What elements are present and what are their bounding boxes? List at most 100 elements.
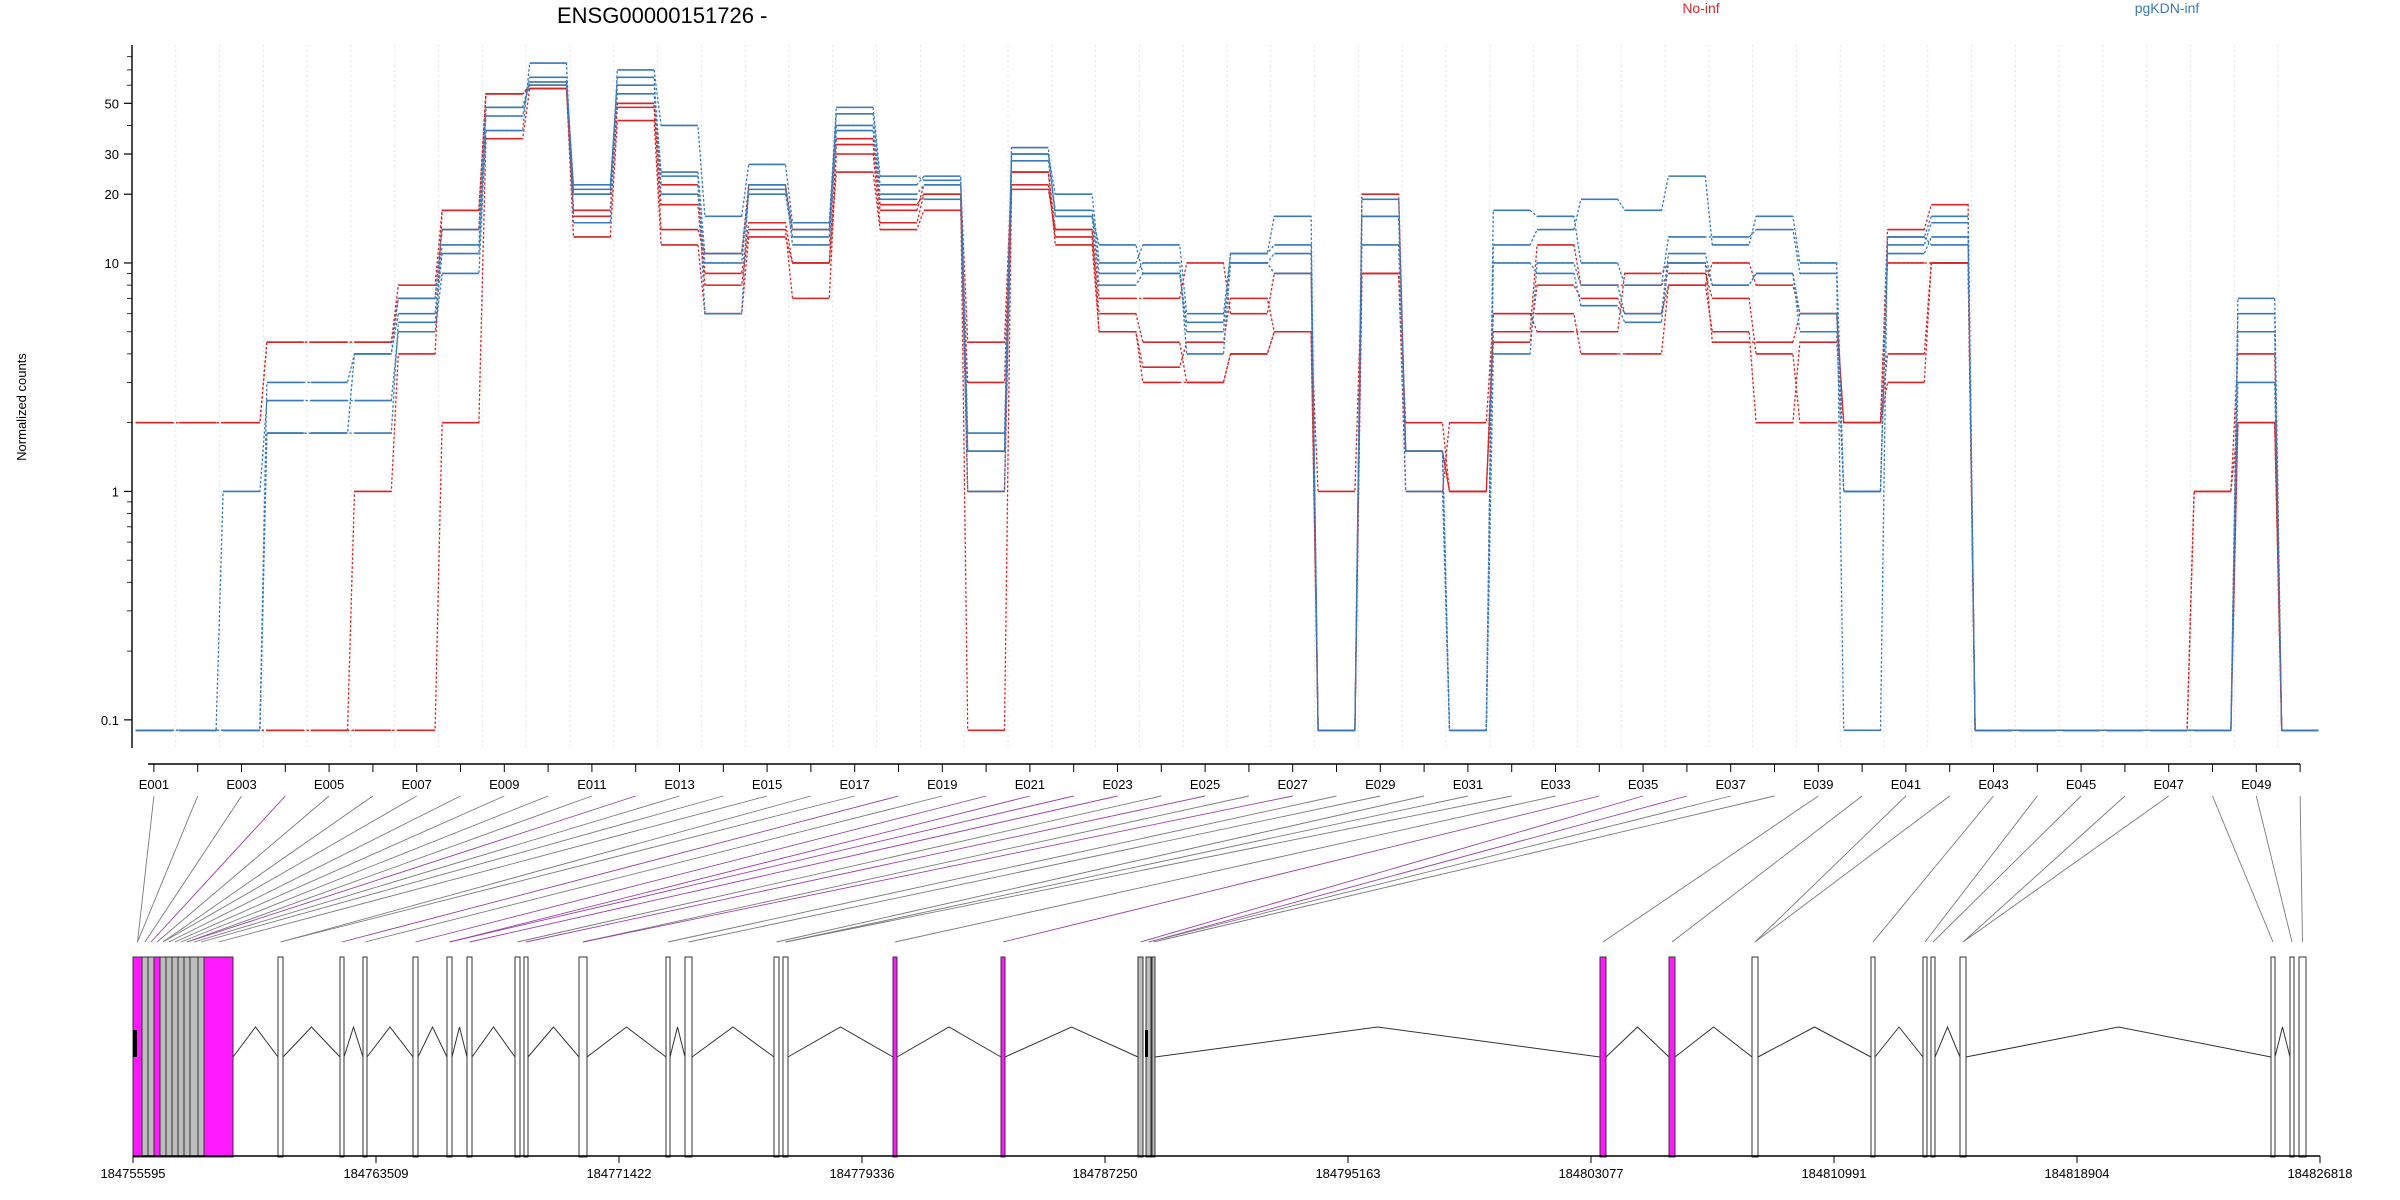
x-tick-label: E009	[489, 777, 519, 792]
exon-connector	[1962, 795, 2169, 943]
exon-connector	[449, 795, 1031, 943]
x-tick-label: E049	[2241, 777, 2271, 792]
exon-box	[189, 956, 199, 1158]
series-no-inf-3	[135, 87, 2319, 732]
series-no-inf-0	[135, 87, 2319, 732]
intron-line	[527, 1026, 580, 1058]
exon-connector	[186, 795, 636, 943]
utr-marker	[133, 1030, 137, 1057]
chart-title: ENSG00000151726 -	[557, 3, 767, 28]
exon-box	[523, 956, 529, 1158]
exon-connector	[1602, 795, 1819, 943]
x-tick-label: E005	[314, 777, 344, 792]
exon-connector	[776, 795, 1425, 943]
exon-box	[1870, 956, 1876, 1158]
exon-connector	[162, 795, 374, 943]
intron-line	[232, 1026, 279, 1058]
intron-line	[1605, 1026, 1670, 1058]
genomic-tick-label: 184779336	[829, 1166, 894, 1181]
intron-line	[366, 1026, 414, 1058]
exon-connector	[280, 795, 855, 943]
utr-marker	[1145, 1030, 1148, 1057]
intron-line	[1965, 1026, 2272, 1058]
exon-connector	[1872, 795, 1994, 943]
intron-line	[1874, 1026, 1924, 1058]
legend-no-inf: No-inf	[1682, 0, 1719, 16]
genomic-tick-label: 184787250	[1072, 1166, 1137, 1181]
x-tick-label: E023	[1102, 777, 1132, 792]
genomic-tick-label: 184810991	[1801, 1166, 1866, 1181]
intron-line	[1004, 1026, 1139, 1058]
exon-connector	[517, 795, 1162, 943]
exon-connector	[1754, 795, 1950, 943]
x-tick-label: E035	[1628, 777, 1658, 792]
exon-connector	[193, 795, 680, 943]
x-tick-label: E041	[1891, 777, 1921, 792]
exon-box	[412, 956, 419, 1158]
exon-connector	[186, 795, 593, 943]
exon-box	[1000, 956, 1006, 1158]
exon-box	[514, 956, 521, 1158]
y-tick-label: 50	[105, 96, 119, 111]
exon-connector	[688, 795, 1381, 943]
exon-connector	[180, 795, 549, 943]
exon-box	[1751, 956, 1759, 1158]
y-tick-label: 1	[112, 484, 119, 499]
exon-connector	[785, 795, 1512, 943]
exon-box	[782, 956, 789, 1158]
exon-connector	[156, 795, 330, 943]
x-tick-label: E013	[664, 777, 694, 792]
exon-connector	[449, 795, 1074, 943]
exon-box	[446, 956, 453, 1158]
exon-box	[684, 956, 693, 1158]
series-no-inf-2	[135, 87, 2319, 732]
x-tick-label: E047	[2154, 777, 2184, 792]
genomic-coordinate-axis: 184755595 184763509 184771422 184779336 1847…	[100, 1155, 2353, 1181]
exon-connector	[582, 795, 1249, 943]
x-tick-label: E021	[1015, 777, 1045, 792]
exon-box	[2270, 956, 2276, 1158]
x-tick-label: E027	[1278, 777, 1308, 792]
exon-connector	[174, 795, 505, 943]
exon-connector	[2255, 795, 2293, 943]
exon-connector	[2212, 795, 2274, 943]
exon-connector	[525, 795, 1206, 943]
intron-line	[2274, 1026, 2291, 1058]
exon-box	[203, 956, 234, 1158]
exon-box	[362, 956, 368, 1158]
intron-line	[1934, 1025, 1961, 1058]
exon-connector-lines	[137, 795, 2303, 943]
series-dotted-trace	[135, 87, 2319, 731]
genomic-tick-label: 184763509	[343, 1166, 408, 1181]
intron-line	[669, 1026, 686, 1058]
y-tick-label: 30	[105, 147, 119, 162]
x-tick-label: E019	[927, 777, 957, 792]
exon-connector	[1002, 795, 1600, 943]
exon-box	[578, 956, 588, 1158]
x-tick-label: E033	[1540, 777, 1570, 792]
exon-box	[1959, 956, 1967, 1158]
exon-connector	[1148, 795, 1731, 943]
genomic-tick-label: 184755595	[100, 1166, 165, 1181]
x-tick-label: E045	[2066, 777, 2096, 792]
exon-connector	[1153, 795, 1775, 943]
exon-box	[159, 956, 167, 1158]
intron-line	[691, 1026, 775, 1058]
exon-box	[665, 956, 671, 1158]
exon-box	[2298, 956, 2307, 1158]
exon-connector	[162, 795, 417, 943]
exon-box	[147, 956, 155, 1158]
series-pgkdn-inf-7	[135, 76, 2319, 732]
exon-box	[466, 956, 473, 1158]
exon-connector	[2299, 795, 2303, 943]
exon-connector	[137, 795, 199, 943]
legend-pgkdn-inf: pgKDN-inf	[2135, 0, 2200, 16]
series-pgkdn-inf-5	[135, 84, 2319, 732]
x-tick-label: E025	[1190, 777, 1220, 792]
exon-box	[177, 956, 185, 1158]
x-tick-label: E015	[752, 777, 782, 792]
x-tick-label: E007	[402, 777, 432, 792]
exon-boundary-grid	[175, 45, 2279, 748]
exon-box	[197, 956, 205, 1158]
